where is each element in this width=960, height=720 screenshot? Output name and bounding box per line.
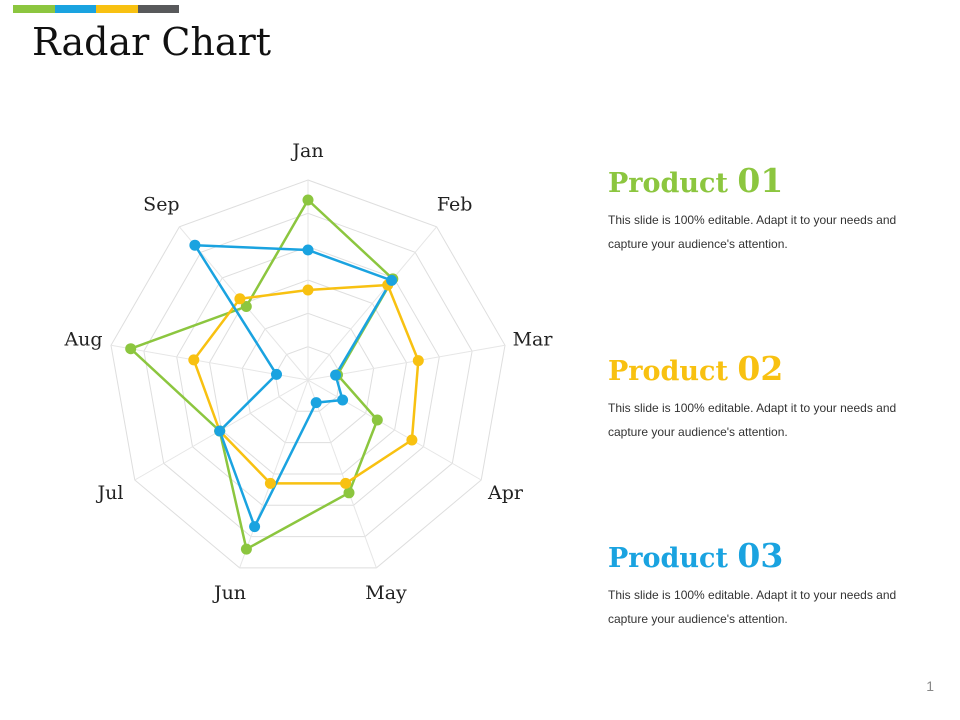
radar-data-point [271,368,282,380]
legend-product-02: Product 02 This slide is 100% editable. … [608,351,918,444]
legend-label: Product [608,356,728,387]
radar-category-label: Sep [143,193,179,215]
radar-data-point [214,425,226,437]
radar-data-point [234,293,246,305]
radar-data-point [386,274,398,286]
page-number: 1 [926,678,934,694]
radar-category-label: Jun [212,582,246,604]
radar-data-point [240,301,252,312]
legend-product-01: Product 01 This slide is 100% editable. … [608,163,918,256]
radar-grid-ring [274,346,342,412]
radar-data-point [249,521,261,533]
radar-spoke [307,226,437,381]
radar-data-point [412,355,424,367]
legend-label: Product [608,168,728,199]
accent-bar-blue [54,5,96,13]
legend-number: 02 [737,349,784,388]
radar-data-point [302,284,314,296]
radar-data-point [302,194,314,206]
radar-data-point [310,397,322,409]
radar-category-label: May [365,582,407,604]
legend-heading: Product 02 [608,351,918,390]
radar-series-line [193,243,393,528]
radar-series-line [129,198,395,551]
radar-data-point [188,354,200,366]
legend-description: This slide is 100% editable. Adapt it to… [608,401,897,439]
slide-title: Radar Chart [32,20,272,64]
radar-category-label: Jan [290,140,323,162]
legend-number: 03 [737,536,784,575]
radar-grid-ring [208,279,408,475]
radar-data-point [406,434,418,446]
accent-color-bar [13,5,179,13]
radar-category-label: Aug [63,328,102,350]
radar-grid-ring [176,246,440,506]
legend-product-03: Product 03 This slide is 100% editable. … [608,538,918,631]
accent-bar-green [13,5,55,13]
radar-data-point [189,239,201,251]
radar-data-point [302,244,314,256]
radar-spoke [239,379,309,569]
radar-grid-ring [143,212,473,538]
radar-category-label: Mar [513,328,554,350]
legend-heading: Product 03 [608,538,918,577]
accent-bar-yellow [96,5,138,13]
radar-data-point [343,487,355,499]
radar-data-point [264,477,276,489]
radar-data-point [125,343,137,355]
legend-description: This slide is 100% editable. Adapt it to… [608,213,897,251]
radar-spoke [307,379,482,481]
radar-data-point [337,394,349,406]
radar-category-label: Jul [96,482,124,504]
radar-category-label: Apr [487,482,524,504]
radar-spoke [307,379,377,569]
radar-data-point [340,477,352,489]
radar-grid-ring [241,312,375,444]
radar-series-line [192,283,420,485]
accent-bar-gray [137,5,179,13]
radar-category-label: Feb [437,193,473,215]
legend-description: This slide is 100% editable. Adapt it to… [608,588,897,626]
legend-number: 01 [737,161,784,200]
radar-data-point [371,414,383,426]
radar-data-point [330,369,342,381]
legend-heading: Product 01 [608,163,918,202]
legend-label: Product [608,543,728,574]
radar-data-point [240,543,252,555]
radar-grid-ring [110,179,506,569]
